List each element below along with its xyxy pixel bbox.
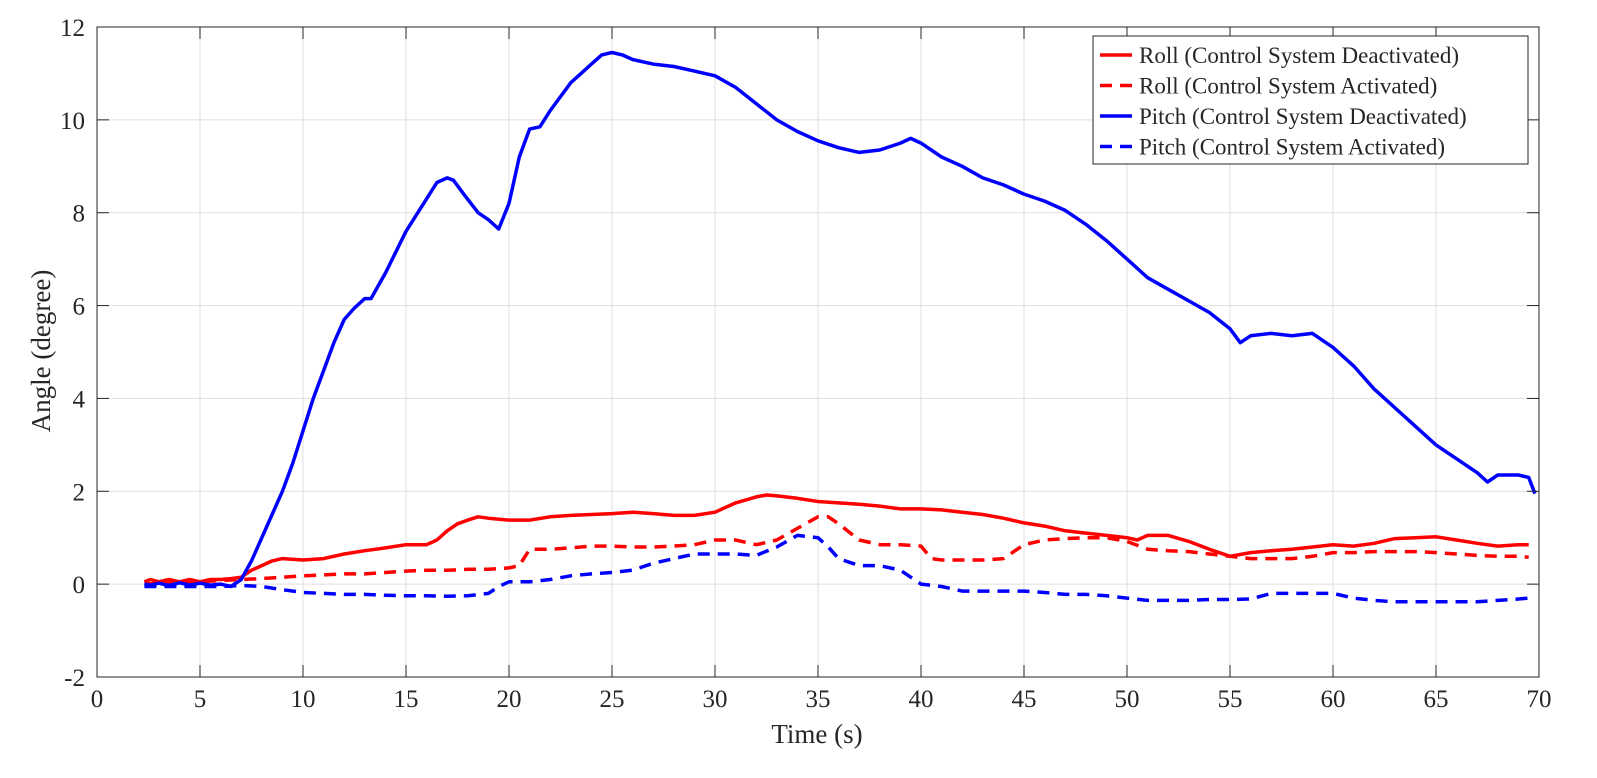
y-tick-label: 4 bbox=[73, 386, 86, 413]
x-tick-label: 5 bbox=[194, 686, 207, 713]
y-tick-labels: -2 0 2 4 6 8 10 12 bbox=[60, 15, 86, 692]
legend-label: Roll (Control System Deactivated) bbox=[1139, 43, 1459, 68]
legend-box bbox=[1092, 35, 1529, 165]
x-tick-label: 55 bbox=[1218, 686, 1243, 713]
x-tick-label: 30 bbox=[703, 686, 728, 713]
y-tick-label: 2 bbox=[73, 479, 86, 506]
y-tick-label: 0 bbox=[73, 572, 86, 599]
x-tick-label: 0 bbox=[91, 686, 104, 713]
legend: Roll (Control System Deactivated) Roll (C… bbox=[1092, 35, 1529, 165]
tick-marks bbox=[96, 26, 1540, 678]
x-axis-label: Time (s) bbox=[771, 719, 862, 749]
x-tick-label: 60 bbox=[1321, 686, 1346, 713]
x-tick-label: 50 bbox=[1115, 686, 1140, 713]
x-tick-label: 25 bbox=[600, 686, 625, 713]
series-line-1 bbox=[144, 515, 1529, 586]
y-tick-label: -2 bbox=[64, 665, 85, 692]
series-line-3 bbox=[144, 533, 1529, 604]
y-tick-label: 6 bbox=[73, 294, 86, 321]
y-tick-label: 8 bbox=[73, 201, 86, 228]
x-tick-label: 45 bbox=[1012, 686, 1037, 713]
x-tick-label: 15 bbox=[394, 686, 419, 713]
x-tick-label: 40 bbox=[909, 686, 934, 713]
legend-label: Roll (Control System Activated) bbox=[1139, 74, 1437, 99]
legend-label: Pitch (Control System Deactivated) bbox=[1139, 104, 1467, 129]
y-axis-label: Angle (degree) bbox=[26, 270, 56, 433]
x-tick-label: 35 bbox=[806, 686, 831, 713]
legend-label: Pitch (Control System Activated) bbox=[1139, 135, 1445, 160]
x-tick-labels: 0 5 10 15 20 25 30 35 40 45 50 55 60 65 70 bbox=[91, 686, 1552, 713]
x-tick-label: 65 bbox=[1424, 686, 1449, 713]
series-layer bbox=[143, 50, 1537, 604]
series-line-2 bbox=[144, 50, 1537, 589]
y-tick-label: 10 bbox=[60, 108, 85, 135]
y-tick-label: 12 bbox=[60, 15, 85, 42]
x-tick-label: 20 bbox=[497, 686, 522, 713]
x-tick-label: 10 bbox=[291, 686, 316, 713]
x-tick-label: 70 bbox=[1527, 686, 1552, 713]
series-line-0 bbox=[143, 493, 1529, 584]
